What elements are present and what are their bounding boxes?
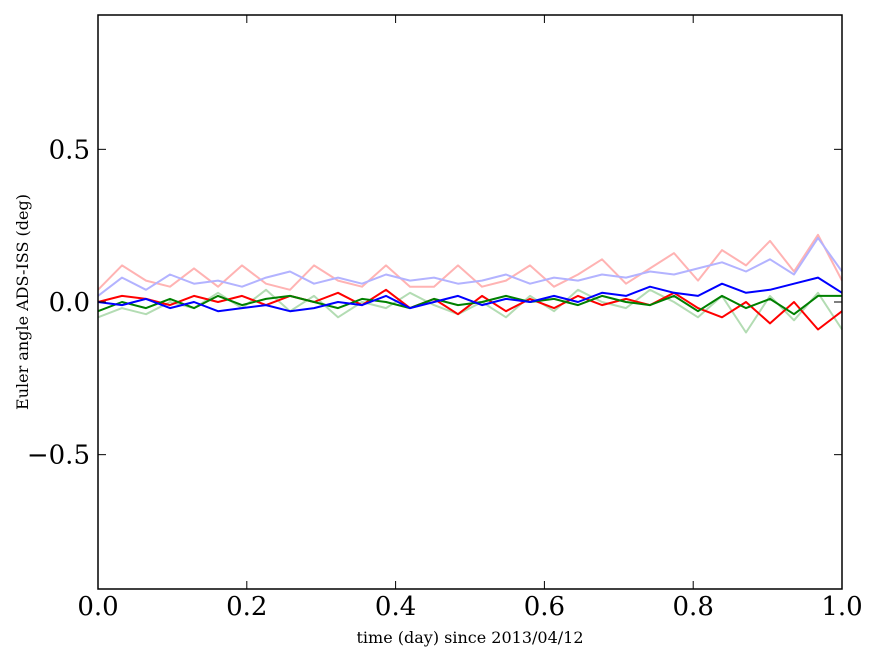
y-tick-label: 0.0 xyxy=(49,288,90,318)
series-line-2 xyxy=(97,236,843,297)
x-tick-label: 0.4 xyxy=(375,592,416,622)
tick-layer: 0.0 0.2 0.4 0.6 0.8 1.0 −0.5 0.0 0.5 xyxy=(27,15,863,622)
y-axis-label: Euler angle ADS-ISS (deg) xyxy=(13,194,32,410)
series-line-5 xyxy=(97,294,842,316)
x-tick-label: 0.8 xyxy=(673,592,714,622)
y-tick-label: −0.5 xyxy=(27,441,90,471)
series-line-4 xyxy=(97,288,843,331)
x-tick-label: 0.2 xyxy=(226,592,267,622)
series-line-1 xyxy=(97,233,843,291)
x-tick-label: 1.0 xyxy=(821,592,862,622)
series-layer xyxy=(97,233,843,334)
y-tick-label: 0.5 xyxy=(49,135,90,165)
series-line-6 xyxy=(97,276,843,313)
x-axis-label: time (day) since 2013/04/12 xyxy=(356,628,583,647)
x-tick-label: 0.0 xyxy=(77,592,118,622)
x-tick-label: 0.6 xyxy=(524,592,565,622)
plot-frame xyxy=(97,14,843,590)
